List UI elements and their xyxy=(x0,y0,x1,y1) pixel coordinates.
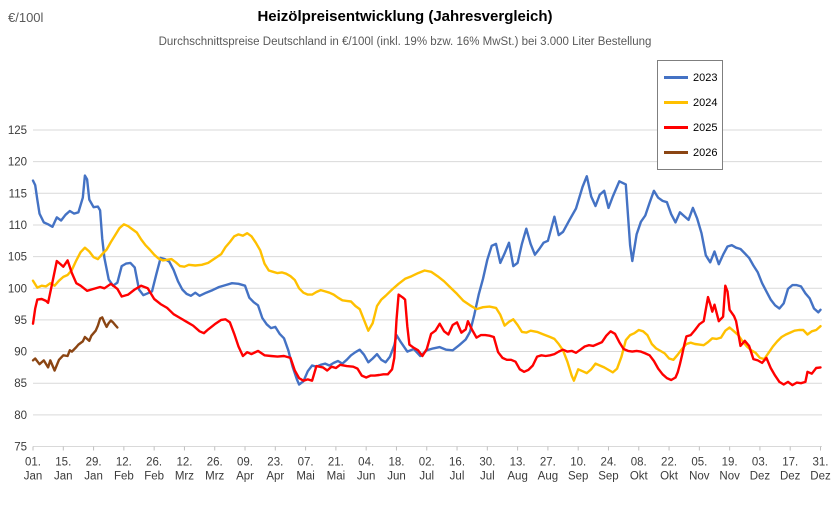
chart-title: Heizölpreisentwicklung (Jahresvergleich) xyxy=(257,8,553,25)
x-axis-tick-label-month: Dez xyxy=(780,471,801,483)
x-axis-tick-label-month: Jan xyxy=(24,471,43,483)
x-axis-tick-label-day: 31. xyxy=(813,457,829,469)
x-axis-tick-label-day: 02. xyxy=(419,457,435,469)
x-axis-tick-label-month: Mai xyxy=(296,471,315,483)
x-axis-tick-label-month: Jan xyxy=(54,471,73,483)
legend: 2023 2024 2025 2026 xyxy=(657,60,723,170)
legend-item-2026: 2026 xyxy=(664,146,718,159)
x-axis-tick-label-day: 10. xyxy=(570,457,586,469)
x-axis-tick-label-day: 19. xyxy=(722,457,738,469)
y-axis-tick-label: 95 xyxy=(14,315,27,327)
y-axis-unit-label: €/100l xyxy=(8,10,44,25)
x-axis-tick-label-month: Apr xyxy=(236,471,254,483)
x-axis-tick-label-month: Sep xyxy=(598,471,618,483)
y-axis-tick-label: 75 xyxy=(14,442,27,454)
y-axis-tick-label: 125 xyxy=(8,125,27,137)
x-axis-tick-label-day: 30. xyxy=(479,457,495,469)
series-line-2025 xyxy=(31,259,822,387)
legend-item-2024: 2024 xyxy=(664,96,718,109)
legend-item-2025: 2025 xyxy=(664,121,718,134)
x-axis-tick-label-day: 26. xyxy=(146,457,162,469)
y-axis-tick-label: 80 xyxy=(14,410,27,422)
x-axis-tick-label-day: 26. xyxy=(207,457,223,469)
x-axis-tick-label-day: 24. xyxy=(600,457,616,469)
x-axis-tick-label-day: 21. xyxy=(328,457,344,469)
legend-line-swatch-2025 xyxy=(664,125,688,130)
series-line-2024 xyxy=(31,223,822,382)
legend-item-2023: 2023 xyxy=(664,71,718,84)
x-axis-tick-label-day: 18. xyxy=(388,457,404,469)
x-axis-tick-label-day: 13. xyxy=(510,457,526,469)
x-axis-tick-label-month: Okt xyxy=(630,471,649,483)
x-axis-tick-label-day: 27. xyxy=(540,457,556,469)
x-axis-tick-label-month: Mrz xyxy=(205,471,224,483)
x-axis-tick-label-day: 12. xyxy=(116,457,132,469)
y-axis-tick-label: 85 xyxy=(14,378,27,390)
x-axis-tick-label-day: 08. xyxy=(631,457,647,469)
x-axis-tick-label-month: Dez xyxy=(750,471,771,483)
x-axis-tick-label-day: 29. xyxy=(86,457,102,469)
x-axis-tick-label-month: Dez xyxy=(810,471,831,483)
x-axis-tick-label-day: 17. xyxy=(782,457,798,469)
legend-line-swatch-2023 xyxy=(664,75,688,80)
x-axis-tick-label-month: Okt xyxy=(660,471,679,483)
x-axis-tick-label-day: 22. xyxy=(661,457,677,469)
legend-label: 2025 xyxy=(693,121,718,134)
x-axis-tick-label-month: Nov xyxy=(689,471,710,483)
x-axis-tick-label-day: 15. xyxy=(55,457,71,469)
legend-label: 2023 xyxy=(693,71,718,84)
x-axis-tick-label-month: Jan xyxy=(84,471,103,483)
y-axis-tick-label: 105 xyxy=(8,252,27,264)
legend-label: 2026 xyxy=(693,146,718,159)
series-line-2026 xyxy=(31,316,119,372)
legend-line-swatch-2024 xyxy=(664,100,688,105)
x-axis-tick-label-day: 12. xyxy=(176,457,192,469)
x-axis-tick-label-month: Jul xyxy=(480,471,495,483)
x-axis-tick-label-month: Feb xyxy=(114,471,134,483)
x-axis-tick-label-month: Mai xyxy=(327,471,346,483)
y-axis-tick-label: 100 xyxy=(8,283,27,295)
x-axis-tick-label-month: Feb xyxy=(144,471,164,483)
x-axis-tick-label-month: Jul xyxy=(419,471,434,483)
x-axis-tick-label-day: 23. xyxy=(267,457,283,469)
x-axis-tick-label-month: Nov xyxy=(719,471,740,483)
y-axis-tick-label: 110 xyxy=(9,220,27,232)
x-axis-tick-label-month: Jun xyxy=(387,471,406,483)
series-line-2023 xyxy=(31,174,822,386)
x-axis-tick-label-month: Jul xyxy=(450,471,465,483)
x-axis-tick-label-day: 07. xyxy=(298,457,314,469)
x-axis-tick-label-month: Mrz xyxy=(175,471,194,483)
x-axis-tick-label-day: 16. xyxy=(449,457,465,469)
x-axis-tick-label-month: Aug xyxy=(538,471,558,483)
y-axis-tick-label: 120 xyxy=(8,157,27,169)
x-axis-tick-label-day: 01. xyxy=(25,457,41,469)
legend-label: 2024 xyxy=(693,96,718,109)
x-axis-tick-label-day: 09. xyxy=(237,457,253,469)
x-axis-tick-label-month: Aug xyxy=(507,471,527,483)
x-axis-tick-label-day: 05. xyxy=(691,457,707,469)
y-axis-tick-label: 115 xyxy=(9,188,27,200)
chart-subtitle: Durchschnittspreise Deutschland in €/100… xyxy=(158,36,652,48)
y-axis-tick-label: 90 xyxy=(14,347,27,359)
x-axis-tick-label-day: 03. xyxy=(752,457,768,469)
x-axis-tick-label-month: Sep xyxy=(568,471,588,483)
x-axis-tick-label-day: 04. xyxy=(358,457,374,469)
legend-line-swatch-2026 xyxy=(664,150,688,155)
x-axis-tick-label-month: Apr xyxy=(266,471,284,483)
x-axis-tick-label-month: Jun xyxy=(357,471,376,483)
